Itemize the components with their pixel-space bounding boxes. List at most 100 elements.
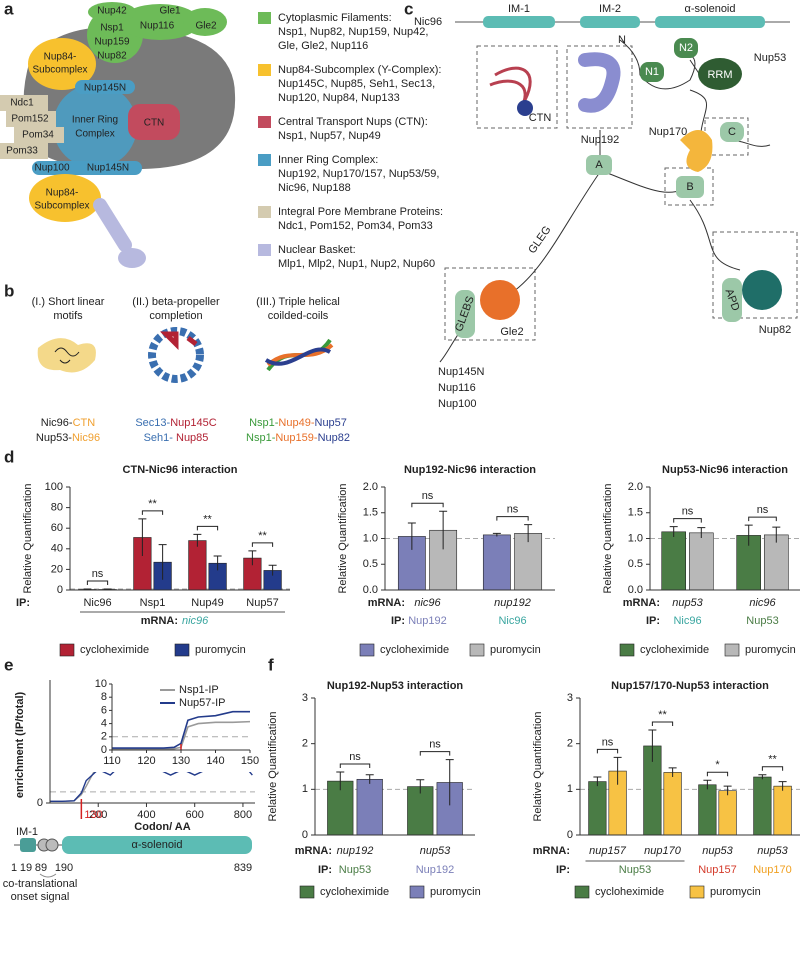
- y-complex: [28, 38, 96, 90]
- nup170-blob: [680, 130, 713, 172]
- legend-text: Cytoplasmic Filaments:: [278, 12, 392, 24]
- row-label: mRNA:: [533, 845, 570, 857]
- bar: [661, 531, 687, 591]
- significance-bracket: [86, 580, 109, 585]
- row-label: mRNA:: [368, 597, 405, 609]
- legend-label: puromycin: [430, 886, 481, 898]
- legend-swatch: [724, 643, 740, 657]
- domain: [676, 176, 704, 198]
- motif-heading: completion: [149, 310, 202, 322]
- significance-bracket: [339, 763, 371, 768]
- y-tick-label: 2: [302, 738, 308, 750]
- significance-bracket: [411, 502, 444, 508]
- legend-text: Nsp1, Nup57, Nup49: [278, 130, 381, 142]
- significance-bracket: [196, 525, 219, 531]
- domain: [580, 16, 640, 28]
- motif-labels: (I.) Short linearmotifsNic96-CTNNup53-Ni…: [32, 296, 350, 444]
- icon: [54, 347, 80, 364]
- error-bar: [248, 550, 257, 566]
- error-bar: [445, 759, 454, 806]
- significance-label: ns: [349, 751, 361, 763]
- y-axis-label: Relative Quantification: [267, 711, 279, 821]
- label: Gle2: [500, 326, 523, 338]
- error-bar: [193, 533, 202, 547]
- label: CTN: [529, 112, 552, 124]
- row-label: IP:: [16, 597, 30, 609]
- label: N1: [645, 66, 659, 78]
- legend-label: Nsp1-IP: [179, 684, 219, 696]
- label: Nup192: [581, 134, 620, 146]
- y-tick-label: 0: [101, 744, 107, 756]
- x-tick-label: 120: [137, 755, 155, 767]
- row-label: mRNA:: [623, 597, 660, 609]
- row-value: Nic96: [498, 615, 526, 627]
- legend-text: Inner Ring Complex:: [278, 154, 378, 166]
- row-label: IP:: [556, 864, 570, 876]
- dashed-box: [664, 167, 714, 206]
- row-label: mRNA:: [295, 845, 332, 857]
- motif-heading: motifs: [53, 310, 83, 322]
- row-value: nup53: [420, 845, 451, 857]
- label: Nup170: [649, 126, 688, 138]
- bar: [663, 772, 682, 836]
- domain: [586, 155, 612, 175]
- y-axis-label: Relative Quantification: [532, 711, 544, 821]
- legend-text: Ndc1, Pom152, Pom34, Pom33: [278, 220, 433, 232]
- label: Nic96: [414, 16, 442, 28]
- bar: [356, 778, 383, 836]
- y-tick-label: 60: [51, 522, 63, 534]
- row-label: IP:: [646, 615, 660, 627]
- bar: [407, 786, 434, 836]
- pore-membrane: [0, 143, 48, 159]
- error-bar: [703, 779, 712, 790]
- domain: [455, 290, 475, 338]
- error-bar: [158, 544, 167, 580]
- cyto-filament: [120, 4, 200, 40]
- bar: [753, 776, 772, 836]
- significance-bracket: [748, 516, 777, 522]
- label: Nup100: [34, 163, 69, 174]
- label: Pom34: [22, 130, 54, 141]
- row-value: nup157: [589, 845, 627, 857]
- label: Nup145N: [87, 163, 129, 174]
- legend-swatch: [174, 643, 190, 657]
- nup192: [578, 52, 621, 113]
- motif-caption: Sec13-Nup145C: [135, 417, 216, 429]
- significance-bracket: [141, 510, 164, 515]
- error-bar: [723, 785, 732, 796]
- row-value: nic96: [414, 597, 441, 609]
- basket: [118, 248, 146, 268]
- legend-label: puromycin: [490, 644, 541, 656]
- row-value: Nup192: [416, 864, 455, 876]
- bar: [327, 780, 354, 836]
- error-bar: [213, 555, 222, 571]
- error-bar: [492, 532, 501, 537]
- error-bar: [268, 564, 277, 576]
- legend-swatch: [689, 885, 705, 899]
- label: Subcomplex: [34, 201, 89, 212]
- motif-caption: Nup53-Nic96: [36, 432, 100, 444]
- icon: [148, 327, 204, 383]
- row-value: Nup170: [753, 864, 792, 876]
- legend-label: puromycin: [195, 644, 246, 656]
- domain: [720, 122, 744, 142]
- significance-bracket: [496, 516, 529, 521]
- legend-text: Nup192, Nup170/157, Nup53/59,: [278, 168, 439, 180]
- significance-bracket: [596, 748, 619, 754]
- bar: [482, 534, 511, 591]
- domain: [62, 836, 252, 854]
- significance-bracket: [419, 751, 451, 756]
- y-tick-label: 6: [101, 704, 107, 716]
- bar: [698, 784, 717, 836]
- label: Inner Ring: [72, 115, 118, 126]
- error-bar: [407, 522, 416, 550]
- panel-label: c: [404, 0, 413, 18]
- nic96-diagram: [439, 16, 798, 363]
- basket: [93, 198, 132, 252]
- domain-note: onset signal: [11, 891, 70, 903]
- caption-part: Nup145C: [170, 417, 217, 429]
- caption-part: Nup57: [315, 417, 347, 429]
- y-tick-label: 1: [302, 783, 308, 795]
- y-tick-label: 100: [45, 481, 63, 493]
- row-value: nup53: [672, 597, 703, 609]
